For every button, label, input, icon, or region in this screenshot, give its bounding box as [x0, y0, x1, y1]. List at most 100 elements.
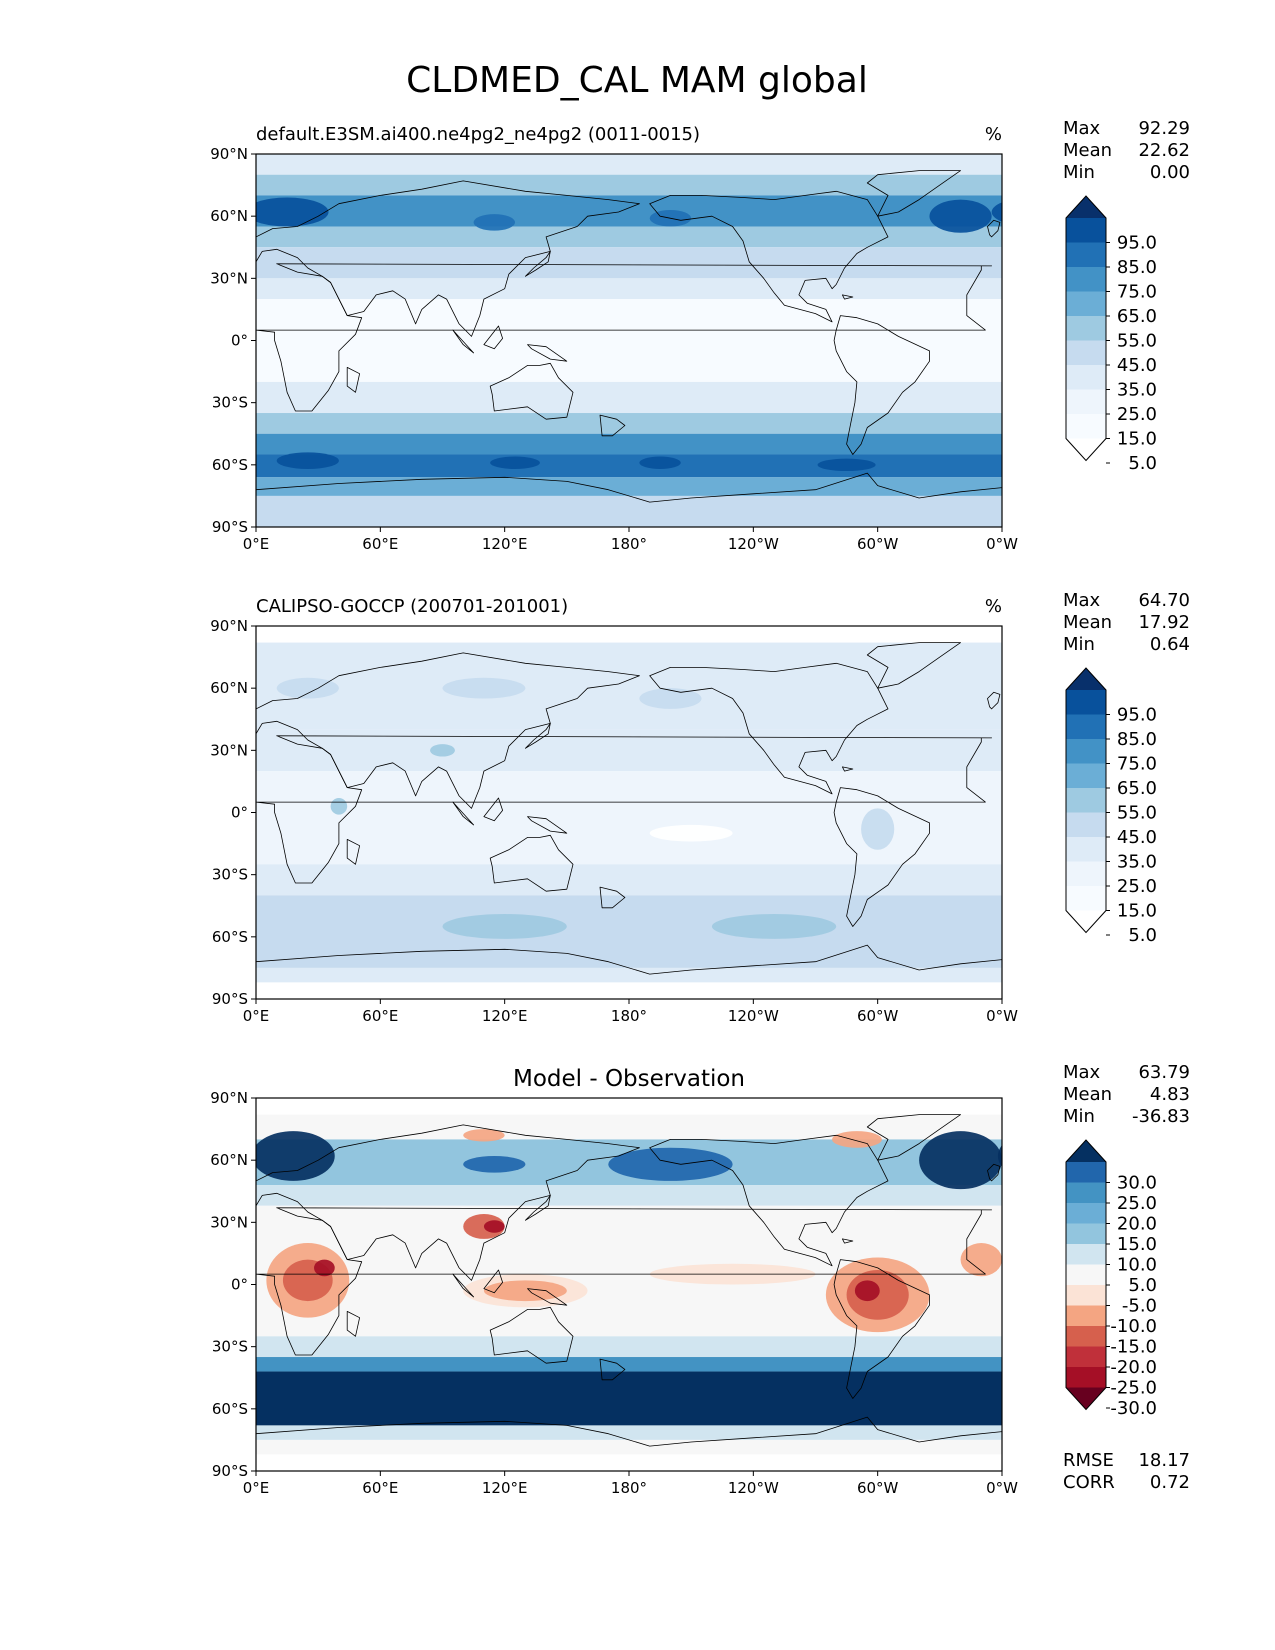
colorbar-segment	[1066, 1305, 1106, 1327]
field-feature	[1220, 214, 1261, 231]
field-band	[256, 299, 1002, 382]
field-feature	[101, 1270, 163, 1320]
lon-tick-label: 180°	[611, 535, 647, 553]
field-band	[256, 1357, 1002, 1372]
lat-tick-label: 30°N	[210, 741, 248, 759]
field-band	[256, 154, 1002, 175]
field-band	[256, 1098, 1002, 1115]
coastline	[833, 1259, 930, 1399]
coastline	[833, 315, 930, 455]
lat-tick-label: 30°S	[212, 1338, 248, 1356]
coastline	[987, 1163, 1001, 1182]
field-feature	[483, 1220, 505, 1233]
coastline	[527, 1288, 568, 1306]
lon-tick-label: 0°E	[243, 535, 270, 553]
lon-tick-label: 0°W	[986, 535, 1018, 553]
lat-tick-label: 90°N	[210, 617, 248, 635]
colorbar-segment	[1066, 389, 1106, 415]
colorbar-segment	[1066, 739, 1106, 764]
colorbar-label: -30.0	[1110, 1398, 1157, 1419]
lat-tick-label: 0°	[231, 332, 248, 350]
colorbar-segment	[1066, 837, 1106, 862]
field-band	[256, 1114, 1002, 1140]
field-band	[256, 626, 1002, 643]
stat-label: Mean	[1063, 612, 1112, 633]
colorbar: 95.0 85.0 75.0 65.0 55.0 45.0 35.0 25.0 15.0 5.0	[1065, 667, 1157, 946]
colorbar-label: 75.0	[1117, 282, 1157, 303]
colorbar-segment	[1066, 788, 1106, 813]
stat-value: 4.83	[1150, 1084, 1190, 1105]
lon-tick-label: 120°E	[482, 535, 528, 553]
field-feature	[473, 214, 516, 231]
colorbar-segment	[1066, 1182, 1106, 1204]
field-feature	[991, 202, 1002, 222]
colorbar-segment	[1066, 690, 1106, 715]
lon-tick-label: 120°W	[728, 1479, 779, 1497]
field-feature	[314, 1259, 335, 1277]
colorbar-label: 45.0	[1117, 355, 1157, 376]
colorbar-label: 5.0	[1128, 453, 1157, 474]
field-band	[256, 278, 1002, 300]
map-field	[256, 154, 1261, 527]
field-feature	[0, 914, 90, 939]
field-band	[256, 895, 1002, 968]
colorbar-extension-top	[1066, 668, 1106, 690]
field-feature	[960, 1243, 1002, 1277]
field-feature	[1230, 1280, 1275, 1301]
colorbar: 95.0 85.0 75.0 65.0 55.0 45.0 35.0 25.0 15.0 5.0	[1065, 195, 1157, 474]
field-feature	[1209, 1156, 1271, 1173]
coastline	[452, 329, 475, 354]
lat-tick-label: 30°S	[212, 866, 248, 884]
field-feature	[1023, 452, 1085, 469]
colorbar-label: 15.0	[1117, 901, 1157, 922]
lon-tick-label: 120°E	[482, 1479, 528, 1497]
coastlines	[256, 170, 1002, 527]
colorbar-label: 10.0	[1117, 1255, 1157, 1276]
coastline	[866, 642, 961, 689]
map-field	[101, 1098, 1275, 1471]
colorbar-label: 35.0	[1117, 380, 1157, 401]
coastline	[489, 362, 574, 420]
stat-label: Min	[1063, 634, 1095, 655]
coastline	[525, 723, 551, 749]
colorbar-segment	[1066, 414, 1106, 439]
colorbar-label: 5.0	[1128, 925, 1157, 946]
stat-value: 92.29	[1138, 118, 1190, 139]
coastline	[866, 1114, 961, 1161]
lat-tick-label: 0°	[231, 1276, 248, 1294]
coastline	[599, 886, 626, 909]
field-feature	[1209, 1274, 1275, 1307]
coastline	[866, 170, 961, 217]
field-band	[256, 982, 1002, 999]
colorbar-label: 20.0	[1117, 1214, 1157, 1235]
field-feature	[1176, 744, 1201, 756]
coastline	[649, 662, 889, 795]
colorbar-segment	[1066, 365, 1106, 390]
colorbar-label: -20.0	[1110, 1357, 1157, 1378]
coastline	[256, 1416, 1002, 1471]
field-feature	[276, 677, 339, 699]
field-band	[256, 195, 1002, 227]
lat-tick-label: 90°N	[210, 1089, 248, 1107]
colorbar-label: 25.0	[1117, 1193, 1157, 1214]
stat-label: Mean	[1063, 140, 1112, 161]
field-feature	[817, 458, 876, 472]
panel-left-title: default.E3SM.ai400.ne4pg2_ne4pg2 (0011-0…	[256, 124, 700, 145]
coastline	[489, 1306, 574, 1364]
field-feature	[1189, 678, 1272, 699]
field-feature	[832, 1131, 882, 1148]
field-feature	[463, 1129, 505, 1142]
colorbar-segment	[1066, 267, 1106, 292]
field-feature	[256, 197, 329, 227]
colorbar-label: 75.0	[1117, 754, 1157, 775]
field-feature	[109, 1280, 134, 1301]
stat-value: 0.72	[1150, 1472, 1190, 1493]
coastline	[256, 263, 992, 412]
colorbar-label: 55.0	[1117, 803, 1157, 824]
coastline	[489, 834, 574, 892]
field-feature	[330, 797, 348, 815]
stat-label: Mean	[1063, 1084, 1112, 1105]
stat-value: 22.62	[1138, 140, 1190, 161]
field-feature	[1189, 914, 1275, 939]
lon-tick-label: 0°E	[243, 1007, 270, 1025]
